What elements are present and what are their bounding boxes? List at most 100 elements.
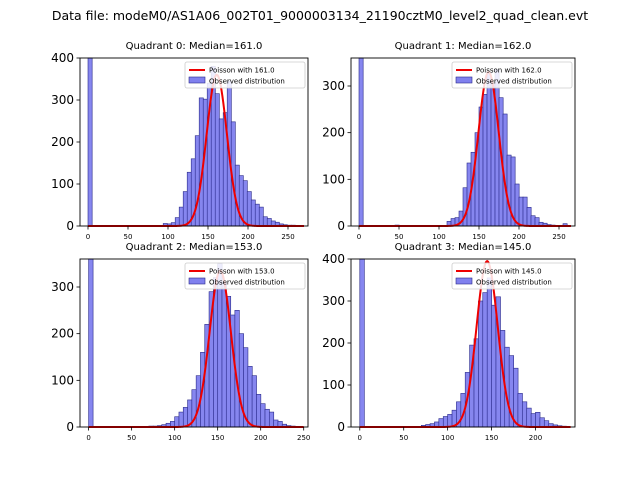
histogram-bar	[358, 57, 364, 227]
x-tick-label: 150	[472, 233, 485, 241]
legend-bar-swatch	[188, 277, 206, 285]
axes-frame	[79, 258, 309, 428]
histogram-bar	[251, 375, 257, 428]
histogram-bar	[260, 403, 266, 428]
legend-label-observed: Observed distribution	[476, 279, 552, 287]
x-tick-label: 0	[358, 434, 362, 442]
legend: Poisson with 153.0 Observed distribution	[184, 262, 306, 290]
y-tick-label: 0	[337, 420, 345, 434]
legend-label-observed: Observed distribution	[209, 78, 285, 86]
histogram-bar	[194, 135, 200, 227]
y-tick-label: 300	[322, 79, 345, 93]
y-tick-label: 100	[51, 177, 74, 191]
x-tick-label: 200	[254, 434, 267, 442]
histogram-bar	[486, 277, 493, 428]
histogram-bar	[186, 171, 192, 227]
y-tick-label: 100	[322, 378, 345, 392]
figure-title: Data file: modeM0/AS1A06_002T01_90000031…	[52, 8, 588, 23]
histogram-bar	[530, 413, 536, 428]
histogram-bar	[359, 258, 365, 428]
histogram-bar	[447, 414, 453, 428]
x-tick-label: 50	[124, 233, 133, 241]
y-tick-label: 0	[66, 420, 74, 434]
x-tick-label: 200	[529, 434, 542, 442]
histogram-bar	[182, 407, 189, 428]
legend-box	[184, 262, 306, 290]
y-tick-label: 300	[51, 280, 74, 294]
x-tick-label: 250	[281, 233, 294, 241]
histogram-bar	[246, 191, 252, 227]
y-tick-label: 200	[322, 336, 345, 350]
histogram-bar	[178, 411, 184, 428]
histogram-bar	[221, 282, 227, 428]
histogram-bar	[262, 216, 268, 227]
histogram-bar	[174, 416, 180, 428]
legend-box	[451, 61, 573, 89]
y-tick-label: 100	[51, 373, 74, 387]
x-tick-label: 250	[297, 434, 310, 442]
histogram-bar	[486, 71, 492, 227]
histogram-bar	[518, 196, 524, 227]
x-tick-label: 100	[161, 233, 174, 241]
histogram-bar	[250, 199, 256, 227]
y-tick-label: 400	[322, 252, 345, 266]
legend-label-poisson: Poisson with 161.0	[209, 67, 275, 75]
x-tick-label: 250	[552, 233, 565, 241]
quadrant-0-title: Quadrant 0: Median=161.0	[126, 41, 263, 52]
legend: Poisson with 162.0 Observed distribution	[451, 61, 573, 89]
y-tick-label: 200	[51, 327, 74, 341]
histogram-bar	[478, 300, 484, 428]
quadrant-3-panel: Quadrant 3: Median=145.0 0 50 100 150 200 0 100…	[322, 242, 576, 442]
histogram-bar	[530, 215, 536, 227]
histogram-bar	[218, 118, 224, 227]
histogram-bar	[214, 93, 220, 227]
legend-label-poisson: Poisson with 145.0	[476, 268, 542, 276]
y-tick-label: 200	[322, 126, 345, 140]
x-tick-label: 100	[432, 233, 445, 241]
histogram-bar	[494, 69, 500, 227]
histogram-bar	[178, 206, 184, 227]
quadrant-3-title: Quadrant 3: Median=145.0	[395, 242, 532, 253]
histogram-bar	[514, 183, 520, 227]
x-tick-label: 0	[357, 233, 361, 241]
legend-bar-swatch	[455, 76, 473, 84]
histogram-bar	[490, 83, 496, 227]
histogram-bar	[266, 218, 272, 227]
x-tick-label: 50	[399, 434, 408, 442]
histogram-bar	[526, 407, 532, 428]
y-tick-label: 300	[51, 93, 74, 107]
histogram-bar	[535, 411, 541, 428]
quadrant-1-title: Quadrant 1: Median=162.0	[395, 41, 532, 52]
legend-label-observed: Observed distribution	[209, 279, 285, 287]
histogram-bar	[273, 419, 279, 428]
histogram-bar	[526, 207, 532, 227]
y-tick-label: 400	[51, 51, 74, 65]
histogram-bar	[534, 217, 540, 227]
x-tick-label: 150	[201, 233, 214, 241]
histogram-bar	[242, 180, 248, 227]
x-tick-label: 200	[241, 233, 254, 241]
histogram-bar	[254, 203, 260, 227]
histogram-bar	[482, 292, 488, 428]
x-tick-label: 0	[86, 233, 90, 241]
y-tick-label: 300	[322, 294, 345, 308]
x-tick-label: 50	[127, 434, 136, 442]
axes-frame	[350, 57, 576, 227]
histogram-bar	[513, 367, 519, 428]
x-tick-label: 150	[211, 434, 224, 442]
legend-label-observed: Observed distribution	[476, 78, 552, 86]
y-tick-label: 200	[51, 135, 74, 149]
quadrant-2-title: Quadrant 2: Median=153.0	[126, 242, 263, 253]
x-tick-label: 100	[168, 434, 181, 442]
x-tick-label: 100	[441, 434, 454, 442]
legend: Poisson with 145.0 Observed distribution	[451, 262, 573, 290]
legend-label-poisson: Poisson with 162.0	[476, 67, 542, 75]
quadrant-1-panel: Quadrant 1: Median=162.0 0 50 100 150 200 250 0…	[322, 41, 576, 241]
histogram-bar	[517, 393, 523, 428]
histogram-bar	[247, 366, 253, 428]
quadrant-2-panel: Quadrant 2: Median=153.0 0 50 100 150 200 250 0…	[51, 242, 310, 442]
histogram-bar	[506, 154, 512, 227]
legend-bar-swatch	[188, 76, 206, 84]
x-tick-label: 150	[485, 434, 498, 442]
